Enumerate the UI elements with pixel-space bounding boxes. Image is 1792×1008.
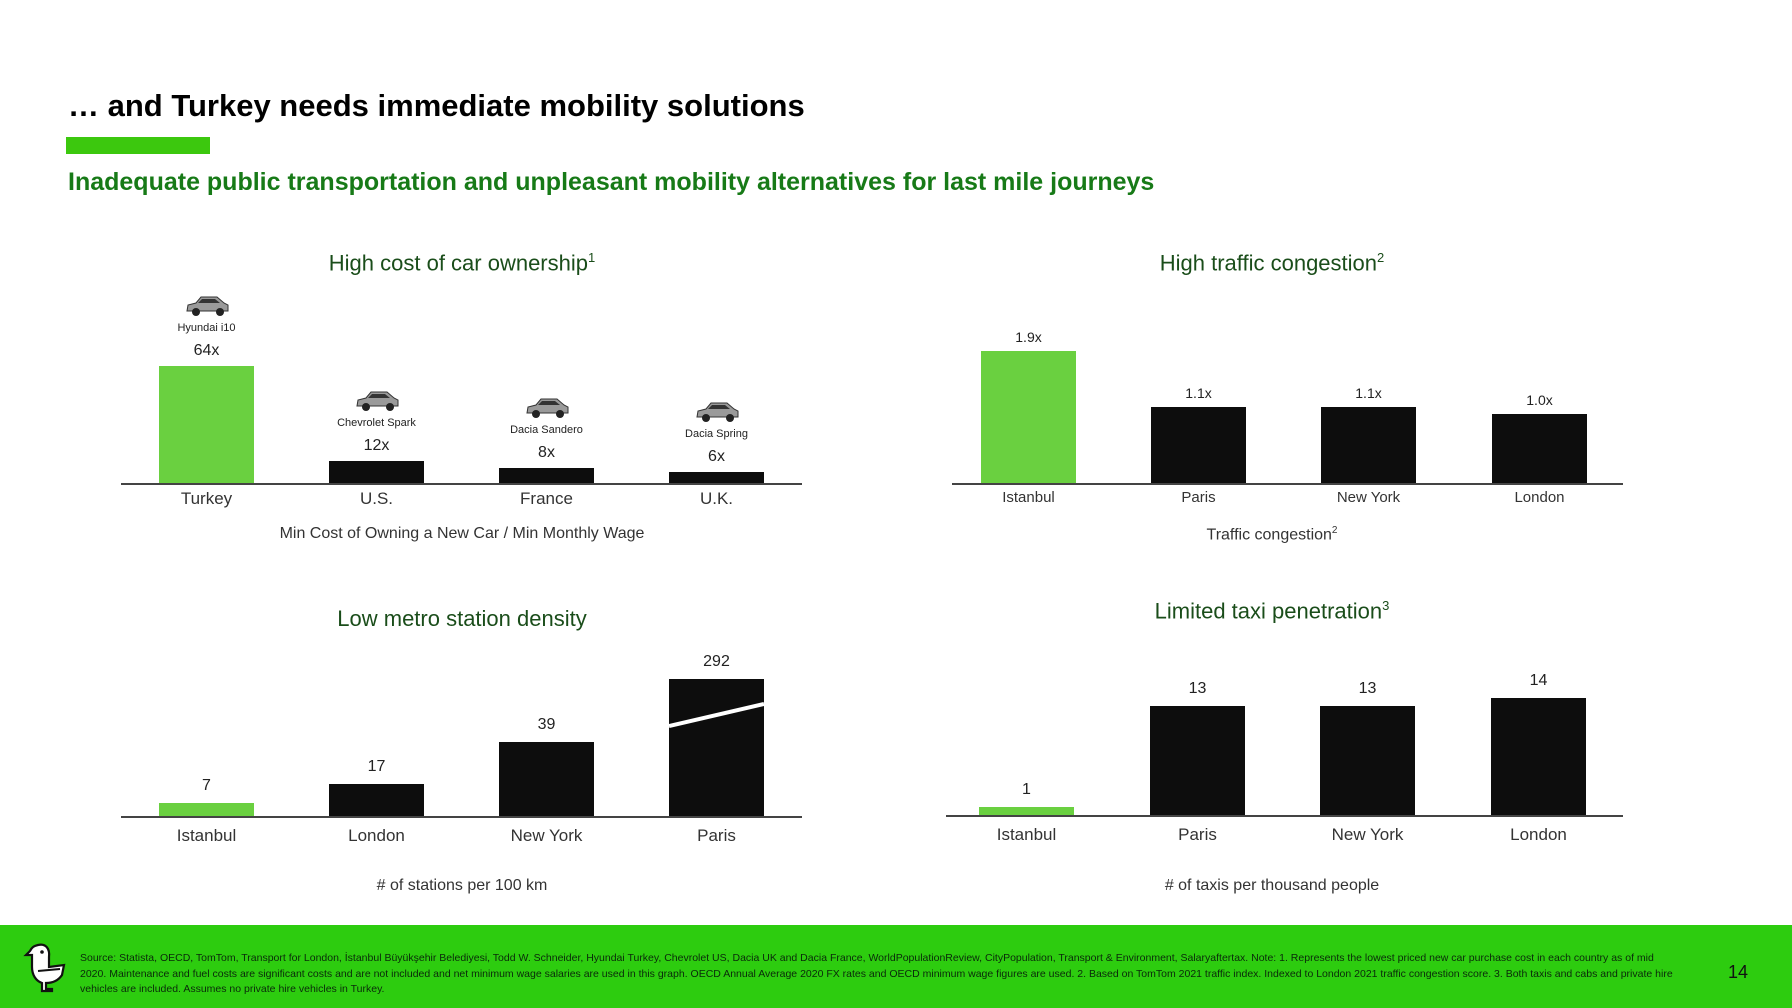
bar-london xyxy=(1492,413,1587,483)
chart-title-footnote: 3 xyxy=(1382,598,1390,613)
data-label: 39 xyxy=(537,715,556,733)
category-label: London xyxy=(1510,825,1567,844)
chart-title-text: Low metro station density xyxy=(337,606,587,631)
bar-paris xyxy=(1150,706,1245,815)
chart-title: High traffic congestion2 xyxy=(1160,250,1385,276)
bar-istanbul xyxy=(981,351,1076,483)
page-subtitle: Inadequate public transportation and unp… xyxy=(68,168,1155,196)
car-icon xyxy=(694,400,740,429)
car-model-label: Dacia Sandero xyxy=(510,424,583,437)
car-model-label: Chevrolet Spark xyxy=(337,417,416,430)
page-number: 14 xyxy=(1728,962,1749,982)
data-label: 1.1x xyxy=(1355,384,1382,401)
data-label: 6x xyxy=(708,448,725,466)
axis-caption: Traffic congestion2 xyxy=(1207,525,1338,544)
data-label: 13 xyxy=(1188,680,1207,698)
axis-break-icon xyxy=(669,702,764,728)
axis-caption-footnote: 2 xyxy=(1331,525,1338,536)
x-axis-line xyxy=(952,483,1623,485)
x-axis-line xyxy=(121,483,802,485)
chart-title-text: Limited taxi penetration xyxy=(1154,598,1383,624)
car-icon xyxy=(524,396,570,425)
data-label: 1.1x xyxy=(1185,384,1212,401)
data-label: 14 xyxy=(1529,672,1548,689)
axis-caption-text: Min Cost of Owning a New Car / Min Month… xyxy=(279,525,645,542)
category-label: Paris xyxy=(1178,825,1217,844)
data-label: 64x xyxy=(193,342,220,359)
data-label: 1 xyxy=(1022,780,1031,798)
bar-london xyxy=(329,783,424,816)
axis-caption: Min Cost of Owning a New Car / Min Month… xyxy=(280,525,645,543)
car-model-label: Dacia Spring xyxy=(685,428,748,441)
x-axis-line xyxy=(946,815,1623,817)
bar-france xyxy=(499,468,594,483)
bar-u-k- xyxy=(669,472,764,483)
category-label: Paris xyxy=(1181,489,1216,506)
chart-title-text: High cost of car ownership xyxy=(328,250,588,276)
data-label: 17 xyxy=(367,757,386,775)
category-label: New York xyxy=(510,826,583,845)
chart-title-text: High traffic congestion xyxy=(1159,250,1378,276)
chart-title-footnote: 1 xyxy=(588,250,596,265)
axis-caption-text: # of stations per 100 km xyxy=(376,877,548,894)
bar-paris xyxy=(1151,406,1246,483)
chart-title-footnote: 2 xyxy=(1377,250,1385,265)
page-title: … and Turkey needs immediate mobility so… xyxy=(68,88,805,123)
category-label: U.K. xyxy=(699,489,734,508)
data-label: 12x xyxy=(363,437,390,455)
axis-caption-text: Traffic congestion xyxy=(1206,526,1332,544)
data-label: 1.0x xyxy=(1526,391,1553,408)
axis-caption: # of stations per 100 km xyxy=(377,877,548,895)
title-accent-bar xyxy=(66,137,210,154)
car-icon xyxy=(354,389,400,418)
data-label: 292 xyxy=(703,653,730,670)
category-label: Istanbul xyxy=(176,826,237,845)
category-label: London xyxy=(348,826,405,845)
category-label: London xyxy=(1514,489,1565,506)
chart-title: Limited taxi penetration3 xyxy=(1155,598,1390,624)
category-label: France xyxy=(520,489,573,508)
bar-new-york xyxy=(1320,706,1415,815)
bar-london xyxy=(1491,698,1586,815)
bar-paris xyxy=(669,679,764,816)
bar-istanbul xyxy=(979,806,1074,815)
category-label: U.S. xyxy=(359,489,394,508)
data-label: 7 xyxy=(202,776,211,794)
category-label: New York xyxy=(1331,825,1404,844)
category-label: Istanbul xyxy=(996,825,1057,844)
axis-caption: # of taxis per thousand people xyxy=(1165,877,1379,895)
category-label: New York xyxy=(1336,489,1401,506)
bar-u-s- xyxy=(329,461,424,483)
footer-band xyxy=(0,925,1792,1008)
data-label: 8x xyxy=(538,444,555,462)
data-label: 1.9x xyxy=(1015,329,1042,345)
chart-title: Low metro station density xyxy=(337,606,586,632)
bar-turkey xyxy=(159,366,254,483)
duck-logo-icon xyxy=(23,943,66,993)
data-label: 13 xyxy=(1358,680,1377,698)
bar-new-york xyxy=(499,741,594,816)
category-label: Turkey xyxy=(180,489,233,508)
bar-new-york xyxy=(1321,406,1416,483)
car-icon xyxy=(184,294,230,323)
x-axis-line xyxy=(121,816,802,818)
car-model-label: Hyundai i10 xyxy=(177,322,236,334)
category-label: Istanbul xyxy=(1002,489,1055,506)
category-label: Paris xyxy=(697,826,736,845)
source-note: Source: Statista, OECD, TomTom, Transpor… xyxy=(80,952,1673,995)
bar-istanbul xyxy=(159,802,254,816)
axis-caption-text: # of taxis per thousand people xyxy=(1164,877,1380,894)
chart-title: High cost of car ownership1 xyxy=(329,250,595,276)
